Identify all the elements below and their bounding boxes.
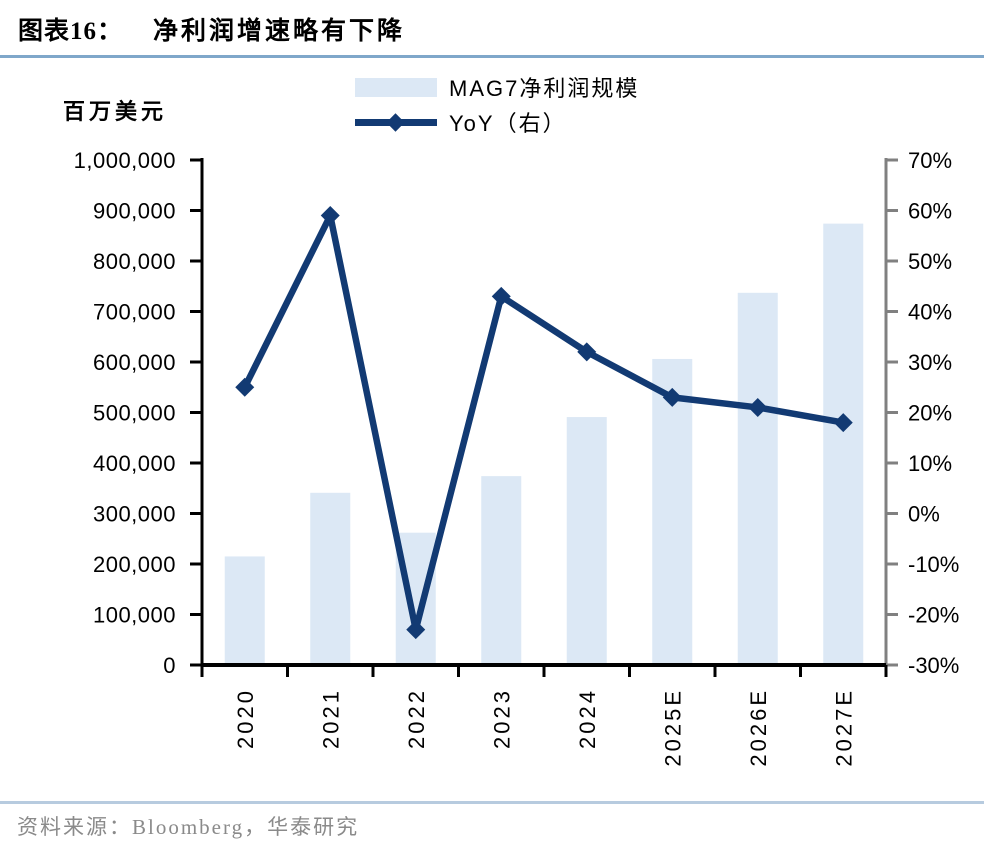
left-axis-tick-label: 300,000 bbox=[93, 502, 176, 527]
right-axis-tick-label: -30% bbox=[908, 653, 959, 678]
line-swatch-icon bbox=[355, 112, 437, 132]
yoy-marker-2027E bbox=[833, 413, 853, 433]
yoy-marker-2024 bbox=[577, 342, 597, 362]
yoy-line bbox=[241, 212, 847, 633]
yoy-marker-2023 bbox=[491, 286, 511, 306]
right-axis-tick-label: 50% bbox=[908, 249, 952, 274]
chart-legend: MAG7净利润规模 YoY（右） bbox=[355, 74, 639, 144]
yoy-marker-2020 bbox=[235, 377, 255, 397]
yoy-marker-2026E bbox=[748, 397, 768, 417]
bar-2025E bbox=[652, 358, 693, 665]
bar-2024 bbox=[566, 417, 607, 665]
yoy-marker-2021 bbox=[320, 206, 340, 226]
legend-item-line: YoY（右） bbox=[355, 109, 639, 136]
left-axis-tick-label: 500,000 bbox=[93, 401, 176, 426]
right-axis-tick-label: 20% bbox=[908, 401, 952, 426]
bar-2023 bbox=[481, 476, 522, 665]
figure-header: 图表16： 净利润增速略有下降 bbox=[18, 11, 966, 47]
right-axis-tick-label: 40% bbox=[908, 300, 952, 325]
right-axis-tick-label: 10% bbox=[908, 451, 952, 476]
x-axis-label-2024: 2024 bbox=[575, 688, 600, 749]
x-axis-label-2027E: 2027E bbox=[831, 688, 856, 767]
x-axis-label-2020: 2020 bbox=[233, 688, 258, 749]
legend-label-line: YoY（右） bbox=[449, 111, 567, 136]
left-axis-unit-label: 百万美元 bbox=[63, 99, 168, 124]
left-axis-tick-label: 0 bbox=[163, 653, 176, 678]
x-axis-label-2021: 2021 bbox=[318, 688, 343, 749]
legend-label-bar: MAG7净利润规模 bbox=[449, 76, 640, 101]
title-underline bbox=[0, 55, 984, 58]
left-axis-tick-label: 600,000 bbox=[93, 350, 176, 375]
figure-number: 图表16： bbox=[18, 18, 124, 45]
yoy-marker-2025E bbox=[662, 387, 682, 407]
bar-2020 bbox=[224, 556, 265, 665]
right-axis-tick-label: -20% bbox=[908, 603, 959, 628]
figure-title: 净利润增速略有下降 bbox=[153, 18, 406, 45]
left-axis-tick-label: 200,000 bbox=[93, 552, 176, 577]
yoy-marker-2022 bbox=[406, 620, 426, 640]
x-axis-label-2026E: 2026E bbox=[746, 688, 771, 767]
x-axis-label-2023: 2023 bbox=[489, 688, 514, 749]
left-axis-tick-label: 900,000 bbox=[93, 199, 176, 224]
left-axis-tick-label: 1,000,000 bbox=[74, 148, 176, 173]
x-axis-label-2025E: 2025E bbox=[660, 688, 685, 767]
legend-item-bar: MAG7净利润规模 bbox=[355, 74, 640, 101]
right-axis-tick-label: 0% bbox=[908, 502, 940, 527]
bar-2021 bbox=[310, 492, 351, 665]
bar-2027E bbox=[823, 223, 864, 665]
right-axis-tick-label: 70% bbox=[908, 148, 952, 173]
combo-chart: 70% 60% 50% 40% 30% 20% 10% 0% -10% -20% -30% 1,000… bbox=[74, 148, 960, 767]
left-axis-tick-label: 100,000 bbox=[93, 603, 176, 628]
source-note: 资料来源：Bloomberg，华泰研究 bbox=[17, 815, 360, 839]
right-axis-tick-label: 30% bbox=[908, 350, 952, 375]
right-axis-tick-label: -10% bbox=[908, 552, 959, 577]
footer-rule bbox=[0, 801, 984, 804]
right-axis-tick-label: 60% bbox=[908, 199, 952, 224]
left-axis-tick-label: 400,000 bbox=[93, 451, 176, 476]
bar-2026E bbox=[737, 292, 778, 665]
left-axis-tick-label: 800,000 bbox=[93, 249, 176, 274]
x-axis-label-2022: 2022 bbox=[404, 688, 429, 749]
left-axis-tick-label: 700,000 bbox=[93, 300, 176, 325]
bar-swatch-icon bbox=[355, 77, 437, 97]
